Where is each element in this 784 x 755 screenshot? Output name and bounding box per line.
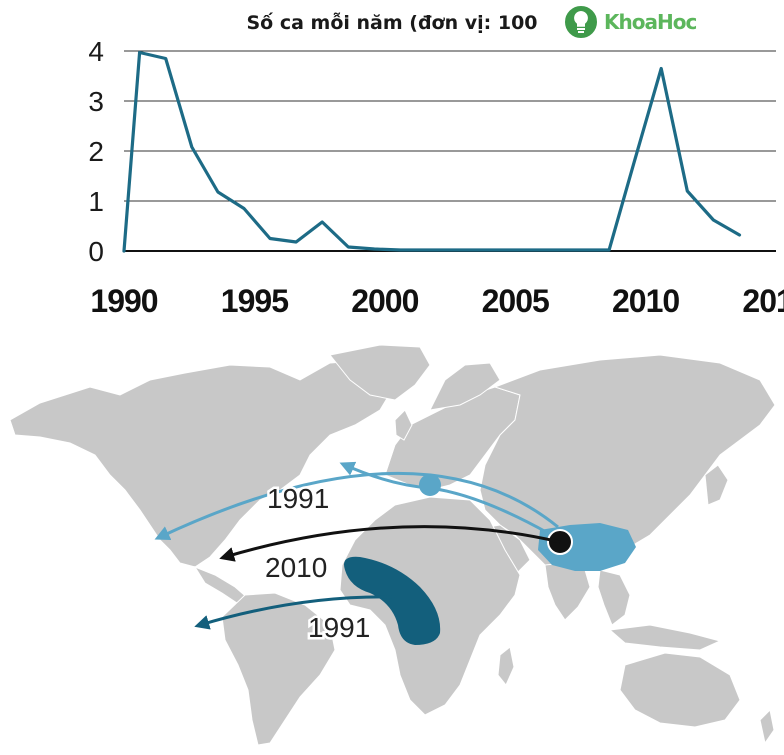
x-tick-label: 2015 xyxy=(742,283,784,319)
line-chart: 0 1 2 3 4 1990 1995 2000 2005 2010 2015 xyxy=(88,36,784,319)
y-tick-label: 3 xyxy=(88,86,104,117)
madagascar xyxy=(497,646,515,686)
caspian-region xyxy=(419,474,441,496)
route-label-1991-bottom: 1991 xyxy=(308,612,370,643)
route-label-2010: 2010 xyxy=(265,552,327,583)
indonesia xyxy=(608,624,722,651)
india xyxy=(544,562,591,621)
continents xyxy=(9,344,776,746)
chart-title: Số ca mỗi năm (đơn vị: 100 xyxy=(246,12,538,34)
north-america xyxy=(9,359,396,568)
world-map: 1991 2010 1991 xyxy=(9,344,776,746)
southeast-asia xyxy=(597,569,631,626)
watermark-logo: KhoaHoc xyxy=(562,2,697,42)
south-america xyxy=(221,592,336,746)
route-1991-light xyxy=(154,472,559,540)
route-caspian-loop xyxy=(339,461,549,535)
x-tick-label: 2010 xyxy=(612,283,679,319)
australia xyxy=(619,652,741,728)
africa-outbreak-region xyxy=(344,556,441,645)
y-tick-label: 2 xyxy=(88,136,104,167)
y-tick-label: 0 xyxy=(88,236,104,267)
lightbulb-icon xyxy=(563,4,599,40)
y-tick-label: 4 xyxy=(88,36,104,67)
new-zealand xyxy=(759,708,775,745)
greenland xyxy=(329,344,431,401)
scandinavia xyxy=(429,362,501,411)
x-tick-label: 2005 xyxy=(482,283,549,319)
watermark-text: KhoaHoc xyxy=(604,10,697,34)
uk xyxy=(394,409,413,441)
series-line xyxy=(122,50,742,253)
y-tick-label: 1 xyxy=(88,186,104,217)
route-label-1991-top: 1991 xyxy=(267,483,329,514)
x-tick-label: 1995 xyxy=(221,283,288,319)
x-tick-label: 2000 xyxy=(351,283,418,319)
route-2010-dark xyxy=(219,525,561,562)
japan xyxy=(704,464,729,506)
x-tick-label: 1990 xyxy=(90,283,157,319)
route-1991-teal xyxy=(194,595,396,630)
